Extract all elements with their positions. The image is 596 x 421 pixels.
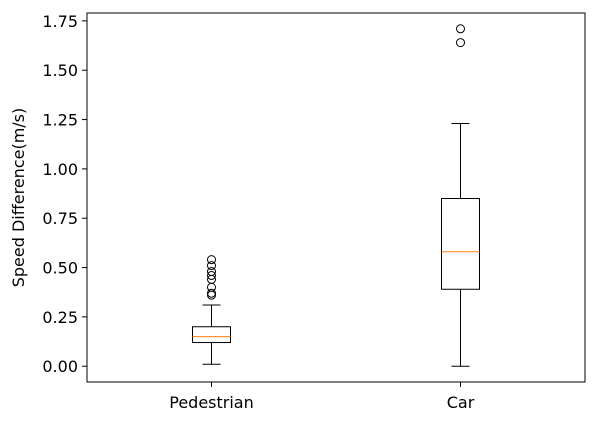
outlier-point [207, 290, 216, 300]
y-tick-label: 0.25 [42, 308, 78, 327]
y-tick-label: 1.25 [42, 111, 78, 130]
outlier-point [456, 38, 465, 48]
outlier-point [207, 270, 216, 280]
outlier-point [207, 282, 216, 292]
axes-frame [86, 12, 586, 383]
outlier-point [207, 261, 216, 271]
y-axis-label: Speed Difference(m/s) [9, 108, 28, 288]
outlier-point [207, 255, 216, 265]
iqr-box [192, 326, 231, 344]
iqr-box [441, 197, 480, 290]
y-tick-label: 1.75 [42, 12, 78, 31]
y-tick-label: 1.00 [42, 160, 78, 179]
box-group-pedestrian: Pedestrian [169, 255, 254, 412]
y-tick-label: 1.50 [42, 61, 78, 80]
y-tick-label: 0.50 [42, 259, 78, 278]
x-tick-label: Pedestrian [169, 393, 254, 412]
outlier-point [207, 266, 216, 276]
plot-area: 0.00 0.25 0.50 0.75 1.00 1.25 1.50 1.75 Pedestri… [42, 12, 586, 412]
y-tick-label: 0.75 [42, 209, 78, 228]
outlier-point [456, 24, 465, 34]
box-group-car: Car [441, 24, 480, 412]
x-tick-label: Car [447, 393, 475, 412]
y-tick-label: 0.00 [42, 357, 78, 376]
outlier-point [207, 288, 216, 298]
